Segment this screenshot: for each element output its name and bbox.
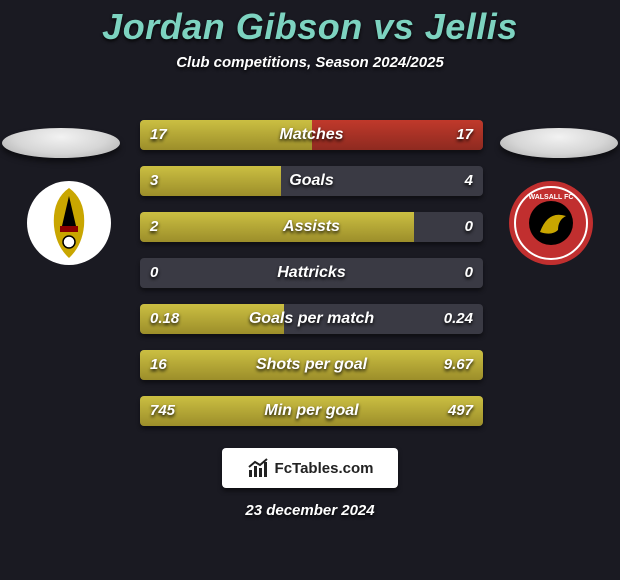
stats-container: 1717Matches 34Goals 20Assists 00Hattricks 0.… xyxy=(140,120,483,442)
stat-fill-left xyxy=(140,396,483,426)
stat-row: 0.180.24Goals per match xyxy=(140,304,483,334)
stat-fill-left xyxy=(140,350,483,380)
stat-row: 34Goals xyxy=(140,166,483,196)
stat-row: 169.67Shots per goal xyxy=(140,350,483,380)
player-plate-right xyxy=(500,128,618,158)
stat-row: 745497Min per goal xyxy=(140,396,483,426)
stat-fill-left xyxy=(140,212,414,242)
stat-row: 20Assists xyxy=(140,212,483,242)
brand-card[interactable]: FcTables.com xyxy=(222,448,398,488)
svg-text:WALSALL FC: WALSALL FC xyxy=(529,194,574,201)
stat-fill-left xyxy=(140,166,281,196)
stat-row: 1717Matches xyxy=(140,120,483,150)
stat-fill-right xyxy=(312,120,484,150)
club-badge-left xyxy=(26,180,112,271)
stat-fill-left xyxy=(140,120,312,150)
stat-fill-left xyxy=(140,304,284,334)
stat-track xyxy=(140,258,483,288)
doncaster-badge-icon xyxy=(26,180,112,266)
page-title: Jordan Gibson vs Jellis xyxy=(0,0,620,48)
club-badge-right: WALSALL FC xyxy=(508,180,594,271)
page-subtitle: Club competitions, Season 2024/2025 xyxy=(0,54,620,71)
comparison-card: Jordan Gibson vs Jellis Club competition… xyxy=(0,0,620,580)
chart-up-icon xyxy=(247,457,269,479)
date-label: 23 december 2024 xyxy=(0,502,620,519)
walsall-badge-icon: WALSALL FC xyxy=(508,180,594,266)
brand-label: FcTables.com xyxy=(275,460,374,477)
stat-row: 00Hattricks xyxy=(140,258,483,288)
player-plate-left xyxy=(2,128,120,158)
